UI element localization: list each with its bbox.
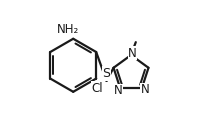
Text: S: S [103,67,111,80]
Text: N: N [113,84,122,97]
Text: N: N [128,47,137,60]
Text: N: N [141,83,150,96]
Text: NH₂: NH₂ [57,23,79,36]
Text: Cl: Cl [92,82,103,95]
